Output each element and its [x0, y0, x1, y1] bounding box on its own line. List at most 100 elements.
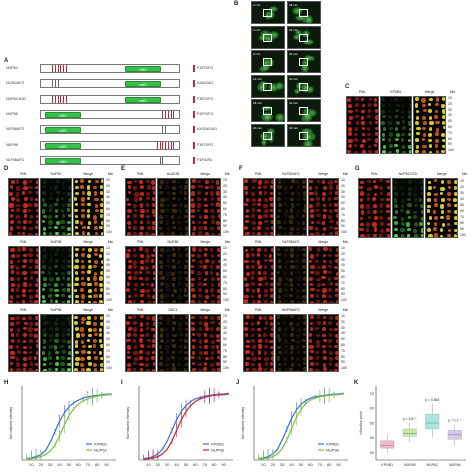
nucleus-dot [374, 138, 378, 143]
nucleus-dot [244, 276, 248, 281]
nucleus-dot [54, 283, 59, 287]
nucleus-dot [257, 321, 261, 325]
nucleus-dot [48, 220, 53, 225]
cell-blob [275, 82, 284, 90]
nucleus-dot [290, 259, 294, 263]
nucleus-dot [422, 150, 426, 153]
cell-blob [268, 83, 279, 92]
nucleus-dot [210, 185, 214, 190]
nucleus-dot [359, 185, 364, 190]
micrograph-column [275, 246, 307, 304]
nucleus-dot [139, 214, 144, 219]
box [402, 428, 417, 437]
nucleus-dot [165, 332, 169, 337]
nucleus-dot [328, 321, 332, 326]
nucleus-dot [401, 144, 406, 149]
nucleus-dot [258, 316, 263, 321]
nucleus-dot [98, 327, 103, 332]
micrograph-column [391, 178, 425, 238]
nucleus-dot [453, 221, 457, 226]
nucleus-dot [428, 186, 432, 190]
nucleus-dot [29, 214, 33, 219]
nucleus-dot [328, 315, 334, 320]
nucleus-dot [203, 253, 208, 258]
cell-blob [256, 83, 268, 92]
nucleus-dot [204, 299, 208, 303]
nucleus-dot [289, 226, 294, 232]
cell-blob [295, 82, 302, 91]
nucleus-dot [145, 265, 149, 270]
nucleus-dot [290, 179, 295, 183]
x-tick-label: 50 [67, 462, 72, 467]
nucleus-dot [191, 253, 195, 257]
nucleus-dot [34, 225, 39, 230]
nucleus-dot [197, 282, 202, 287]
nucleus-dot [99, 293, 103, 298]
nucleus-dot [250, 260, 255, 264]
nucleus-dot [269, 254, 273, 259]
nucleus-dot [393, 234, 398, 237]
nucleus-dot [381, 97, 385, 102]
nucleus-dot [55, 271, 59, 276]
nucleus-dot [132, 203, 137, 208]
nucleus-dot [290, 362, 295, 367]
nucleus-dot [406, 198, 411, 202]
nucleus-dot [9, 327, 13, 332]
nucleus-dot [420, 216, 424, 221]
nucleus-dot [42, 203, 48, 207]
nucleus-dot [178, 203, 184, 207]
nucleus-dot [60, 282, 64, 286]
nucleus-dot [134, 294, 139, 298]
nucleus-dot [264, 356, 269, 361]
nucleus-dot [80, 179, 84, 184]
nucleus-dot [139, 338, 144, 343]
nucleus-dot [86, 209, 90, 214]
nucleus-dot [211, 277, 216, 282]
nucleus-dot [210, 345, 215, 349]
nucleus-dot [178, 300, 182, 303]
nucleus-dot [172, 288, 177, 293]
nucleus-dot [133, 321, 137, 325]
nucleus-dot [310, 214, 315, 218]
nucleus-dot [191, 179, 197, 184]
nucleus-dot [152, 277, 156, 281]
nucleus-dot [433, 179, 438, 183]
nucleus-dot [283, 356, 288, 361]
nucleus-dot [413, 228, 418, 233]
nucleus-dot [289, 220, 294, 224]
x-tick-label: 20 [271, 462, 276, 467]
nucleus-dot [250, 362, 255, 367]
nucleus-dot [244, 202, 248, 206]
mng-label: mNG [59, 129, 67, 134]
minute-label: 30 [341, 189, 345, 194]
nucleus-dot [49, 196, 54, 200]
nucleus-dot [395, 120, 401, 125]
nucleus-dot [43, 254, 48, 259]
nucleus-dot [55, 214, 59, 219]
panel-label-h: H [4, 380, 9, 386]
nucleus-dot [419, 221, 423, 227]
nucleus-dot [217, 299, 220, 303]
nucleus-dot [35, 344, 39, 348]
x-tick-label: 10 [261, 462, 266, 467]
nucleus-dot [277, 367, 282, 371]
nucleus-dot [367, 149, 372, 153]
nucleus-dot [203, 197, 208, 202]
nucleus-dot [447, 222, 451, 227]
nucleus-dot [54, 288, 59, 293]
nucleus-dot [35, 190, 39, 195]
nucleus-dot [68, 294, 71, 299]
nucleus-dot [388, 150, 393, 153]
nucleus-dot [151, 180, 156, 185]
nucleus-dot [211, 179, 215, 183]
nucleus-dot [408, 121, 412, 126]
nucleus-dot [100, 259, 103, 264]
nucleus-dot [413, 210, 418, 215]
nucleus-dot [92, 215, 97, 220]
nucleus-dot [151, 253, 156, 257]
nucleus-dot [251, 288, 256, 293]
nucleus-dot [329, 209, 334, 214]
nucleus-dot [289, 248, 295, 252]
timelapse-frame: 40 min [287, 74, 321, 98]
nucleus-dot [251, 321, 255, 326]
